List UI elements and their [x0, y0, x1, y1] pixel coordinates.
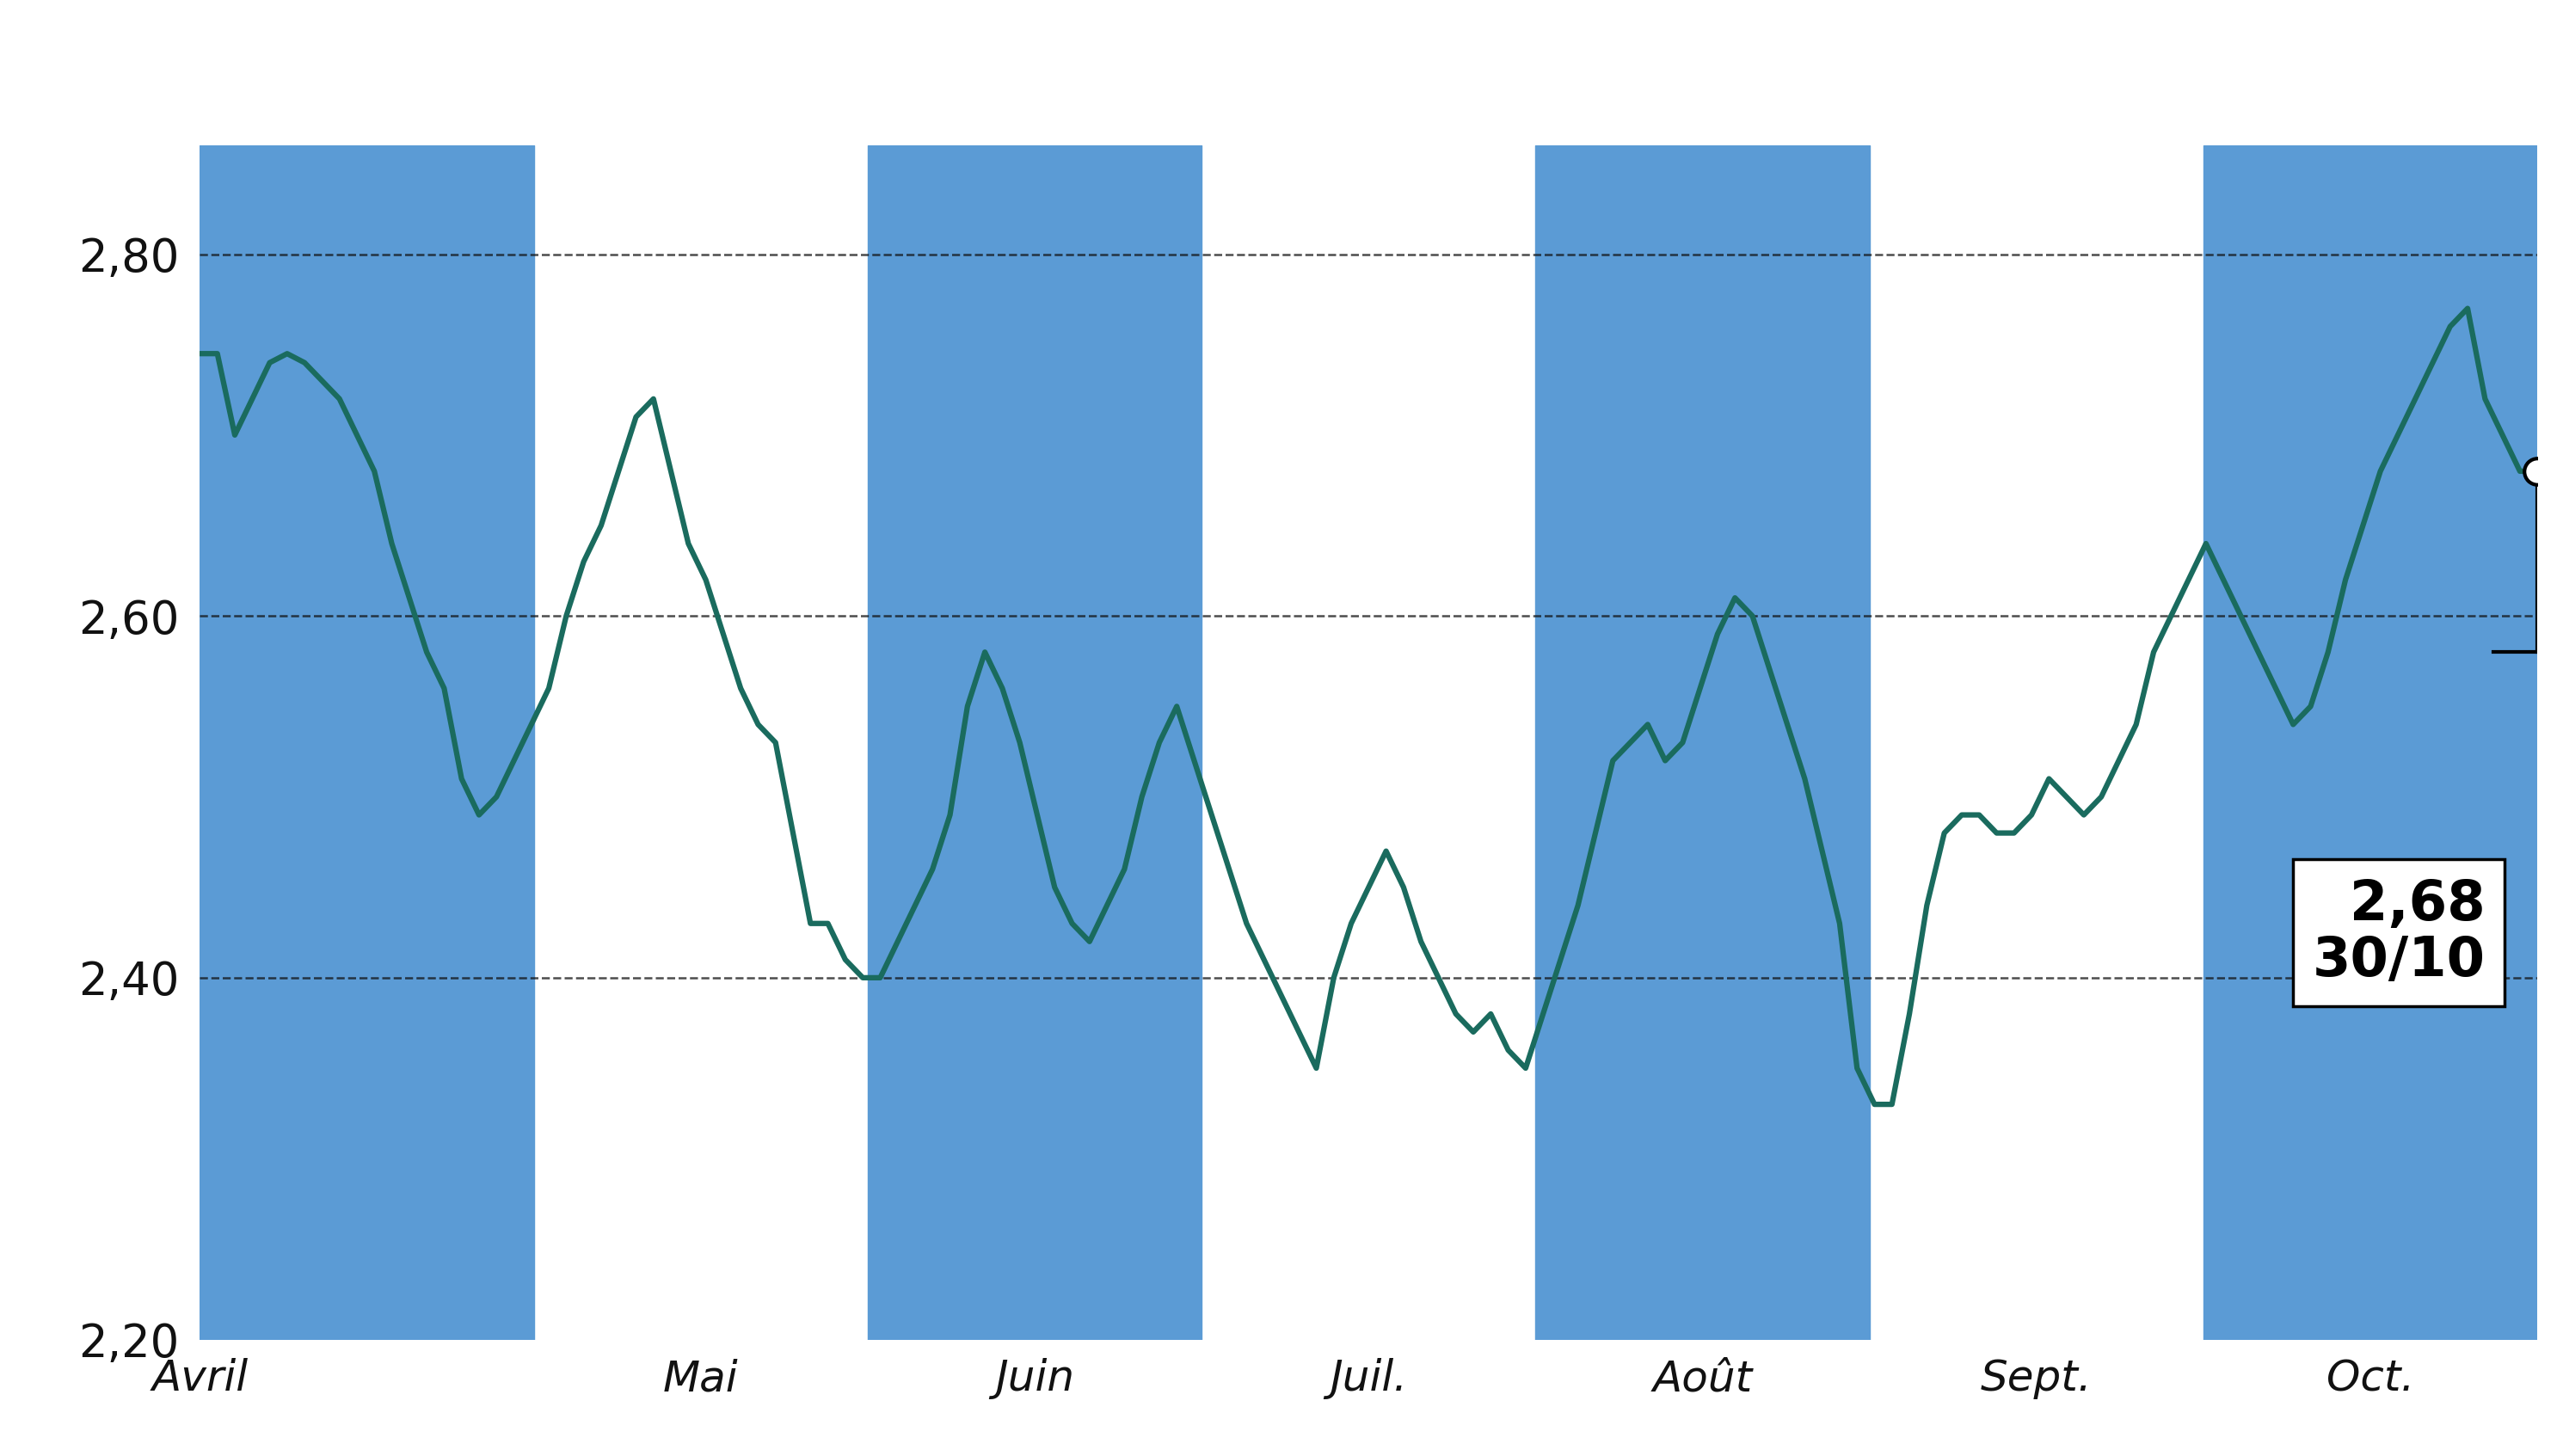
- Bar: [200, 146, 533, 1340]
- Text: 2,68
30/10: 2,68 30/10: [2312, 878, 2486, 987]
- Bar: [1535, 146, 1868, 1340]
- Bar: [869, 146, 1202, 1340]
- Bar: [2204, 146, 2537, 1340]
- Text: RIBER: RIBER: [1105, 0, 1458, 102]
